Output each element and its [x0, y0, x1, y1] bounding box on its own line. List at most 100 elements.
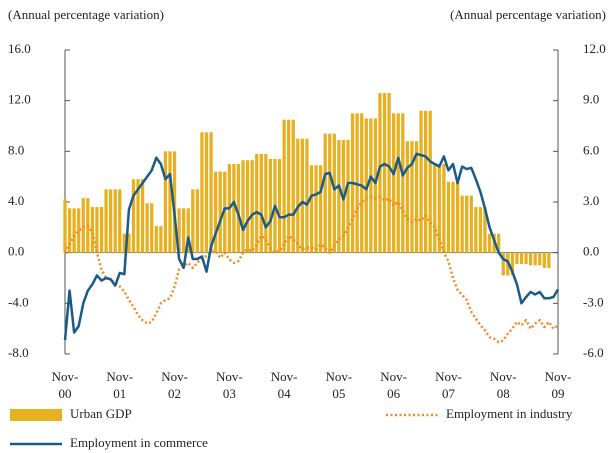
bar: [524, 252, 528, 265]
bar: [519, 252, 524, 265]
legend-label: Employment in industry: [446, 406, 573, 421]
x-tick-label-line: Nov-: [380, 369, 407, 384]
bar: [232, 164, 236, 253]
y-tick-label: -8.0: [8, 345, 29, 360]
y2-axis-label: (Annual percentage variation): [450, 7, 606, 22]
bar: [150, 203, 154, 253]
bar: [63, 199, 67, 253]
x-tick-label: Nov- 05: [326, 369, 353, 401]
y2-tick-label: 0.0: [583, 244, 599, 259]
bar: [364, 118, 368, 253]
bar: [419, 110, 423, 253]
bar: [282, 119, 286, 253]
bar: [95, 207, 99, 253]
x-tick-label-line: 01: [113, 386, 126, 401]
x-tick-label-line: 08: [497, 386, 510, 401]
bar: [487, 233, 492, 253]
bar: [469, 195, 473, 253]
bar: [287, 119, 291, 253]
bar: [528, 252, 533, 266]
y2-tick-label: -6.0: [583, 345, 604, 360]
bar: [533, 252, 537, 266]
x-tick-label-line: Nov-: [52, 369, 79, 384]
x-tick-label: Nov- 01: [106, 369, 133, 401]
x-tick-label: Nov- 03: [216, 369, 243, 401]
x-tick-label: Nov- 08: [490, 369, 517, 401]
bar: [547, 252, 551, 268]
bar: [186, 208, 190, 253]
bar: [72, 208, 76, 253]
bar: [168, 151, 172, 253]
bar: [200, 132, 204, 253]
bar: [131, 179, 136, 253]
bar: [410, 141, 414, 253]
bar: [465, 195, 469, 253]
bar: [122, 233, 126, 253]
bar: [145, 203, 149, 253]
x-tick-label-line: Nov-: [106, 369, 133, 384]
line: [63, 195, 559, 344]
bar: [392, 113, 396, 253]
x-tick-label-line: Nov-: [326, 369, 353, 384]
bar: [99, 207, 104, 253]
bar: [437, 164, 441, 253]
bar: [259, 153, 263, 253]
y-tick-label: 0.0: [8, 244, 24, 259]
bar: [382, 93, 387, 253]
bar: [245, 160, 250, 253]
bar: [118, 189, 122, 253]
y-tick-label: 8.0: [8, 142, 24, 157]
bar: [291, 119, 295, 253]
bar: [159, 226, 163, 253]
bar: [177, 208, 181, 253]
bar: [204, 132, 209, 253]
y-tick-label: 4.0: [8, 193, 24, 208]
legend-swatch: [10, 409, 62, 421]
bar: [474, 207, 478, 253]
bar: [209, 132, 213, 253]
legend-label: Urban GDP: [70, 406, 132, 421]
bar: [140, 179, 145, 253]
bar: [478, 207, 483, 253]
y2-tick-label: 9.0: [583, 92, 599, 107]
y2-tick-label: -3.0: [583, 294, 604, 309]
bar: [305, 138, 309, 253]
bar: [314, 165, 318, 253]
x-tick-label-line: 06: [387, 386, 401, 401]
x-tick-label-line: Nov-: [545, 369, 572, 384]
bar: [241, 160, 245, 253]
x-tick-label-line: 07: [442, 386, 456, 401]
y-axis-label: (Annual percentage variation): [8, 7, 164, 22]
bar: [510, 252, 514, 276]
bar: [191, 189, 195, 253]
bar: [378, 93, 382, 253]
bar: [127, 233, 131, 253]
bar: [401, 113, 405, 253]
bar: [451, 181, 455, 253]
bar: [218, 171, 222, 253]
bar: [163, 151, 168, 253]
bar: [538, 252, 542, 266]
bar: [223, 171, 227, 253]
x-tick-label: Nov- 00: [52, 369, 79, 401]
x-tick-label: Nov- 06: [380, 369, 407, 401]
bar: [154, 226, 158, 253]
y-tick-label: 12.0: [8, 92, 31, 107]
x-tick-label-line: 03: [223, 386, 236, 401]
bar: [136, 179, 140, 253]
x-tick-label: Nov- 09: [545, 369, 572, 401]
bar: [428, 110, 432, 253]
bar: [318, 165, 323, 253]
bar: [501, 252, 505, 276]
bar: [213, 171, 218, 253]
x-tick-label-line: Nov-: [490, 369, 517, 384]
bar: [328, 133, 332, 253]
bar: [515, 252, 519, 265]
bar: [104, 189, 108, 253]
y-tick-label: -4.0: [8, 294, 29, 309]
y-tick-label: 16.0: [8, 41, 31, 56]
bar: [337, 139, 341, 253]
y2-tick-label: 12.0: [583, 41, 606, 56]
x-tick-label-line: Nov-: [271, 369, 298, 384]
